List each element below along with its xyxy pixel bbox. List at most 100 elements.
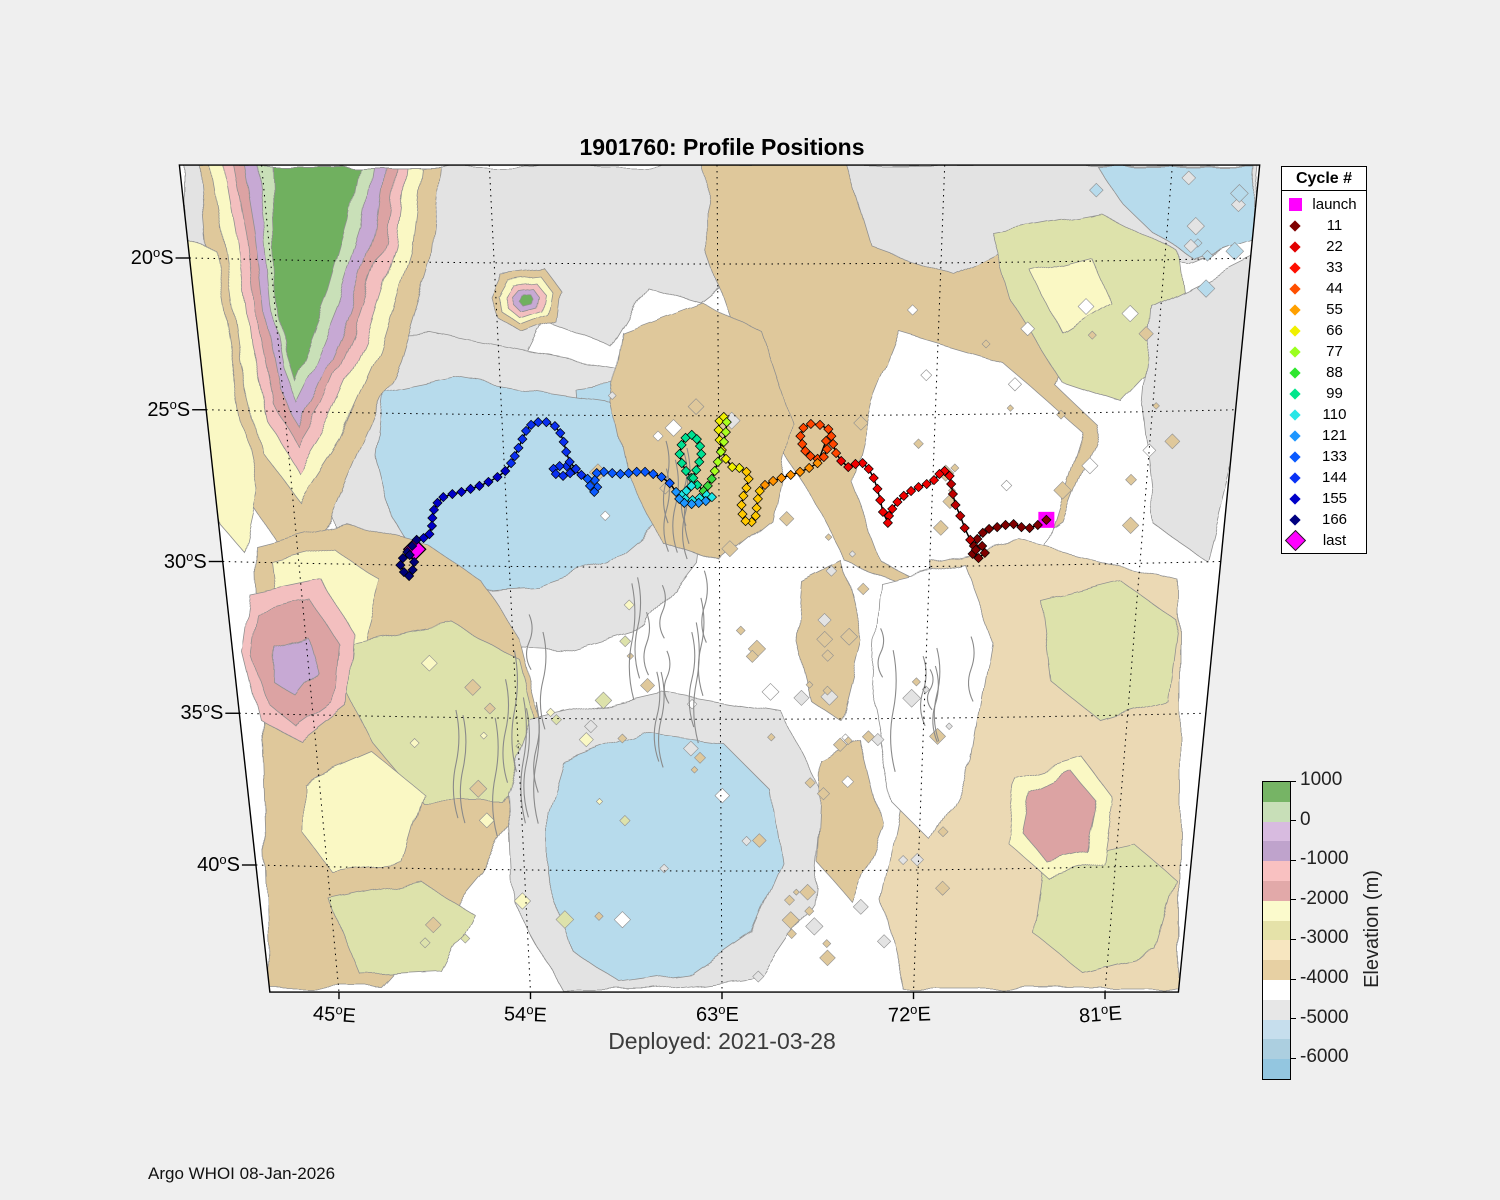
colorbar-tick <box>1290 899 1296 901</box>
float-trajectory-layer <box>395 411 1055 582</box>
parallel-gridline <box>189 257 1251 265</box>
colorbar-segment <box>1263 801 1290 822</box>
legend-item-label: 99 <box>1326 385 1343 402</box>
meridian-gridline <box>488 165 531 993</box>
colorbar-segment <box>1263 940 1290 961</box>
cycle-diamond-icon <box>1282 240 1308 253</box>
colorbar-segment <box>1263 861 1290 881</box>
colorbar-tick-label: -2000 <box>1300 887 1349 909</box>
cycle-diamond-icon <box>1282 303 1308 316</box>
legend-item: 166 <box>1282 509 1366 530</box>
legend-item: launch <box>1282 194 1366 215</box>
legend-item-label: 166 <box>1321 511 1348 528</box>
y-tick-label: 20oS <box>130 245 174 269</box>
legend-item-label: 55 <box>1326 301 1343 318</box>
legend-item-label: launch <box>1312 196 1357 213</box>
cycle-diamond-icon <box>1282 429 1308 442</box>
colorbar-tick <box>1290 1018 1296 1020</box>
legend-title: Cycle # <box>1282 167 1366 191</box>
gridline-layer <box>189 165 1251 993</box>
legend-item: 110 <box>1282 404 1366 425</box>
colorbar-segment <box>1263 920 1290 941</box>
legend-item-label: 77 <box>1326 343 1343 360</box>
y-tick-label: 40oS <box>197 852 240 876</box>
cycle-diamond-icon <box>1282 513 1308 526</box>
x-tick-label: 81oE <box>1078 1001 1123 1028</box>
colorbar-tick-label: 0 <box>1300 808 1311 830</box>
legend-rows: launch 11 22 33 44 55 66 77 88 99 110 121 133 144 155 1… <box>1282 191 1366 553</box>
colorbar-tick <box>1290 859 1296 861</box>
x-tick-label: 45oE <box>312 1002 357 1028</box>
cycle-diamond-icon <box>1282 471 1308 484</box>
colorbar-tick-label: -6000 <box>1300 1046 1349 1068</box>
meridian-gridline <box>1104 165 1173 993</box>
parallel-gridline <box>206 409 1236 417</box>
colorbar-axis-label: Elevation (m) <box>1361 870 1383 988</box>
cycle-diamond-icon <box>1282 261 1308 274</box>
colorbar-tick <box>1290 820 1296 822</box>
colorbar-segment <box>1263 782 1290 802</box>
colorbar-tick <box>1290 1057 1296 1059</box>
legend-item: 22 <box>1282 236 1366 257</box>
map-clip-group <box>179 165 1260 993</box>
legend-item: 33 <box>1282 257 1366 278</box>
legend-item: 88 <box>1282 362 1366 383</box>
legend-item: 155 <box>1282 488 1366 509</box>
legend-item-label: 133 <box>1321 448 1348 465</box>
colorbar-segment <box>1263 960 1290 980</box>
colorbar-tick <box>1290 938 1296 940</box>
meridian-gridline <box>261 165 340 993</box>
colorbar-tick-label: -1000 <box>1300 848 1349 870</box>
colorbar-segment <box>1263 999 1290 1020</box>
legend-item: 133 <box>1282 446 1366 467</box>
x-tick-label: 63oE <box>696 1002 739 1027</box>
y-tick-label: 30oS <box>163 548 207 573</box>
cycle-diamond-icon <box>1282 219 1308 232</box>
colorbar-segment <box>1263 1039 1290 1060</box>
cycle-diamond-icon <box>1282 529 1308 552</box>
cycle-diamond-icon <box>1282 324 1308 337</box>
attribution-label: Argo WHOI 08-Jan-2026 <box>148 1164 336 1183</box>
parallel-gridline <box>255 864 1191 872</box>
cycle-diamond-icon <box>1282 282 1308 295</box>
legend-item: 144 <box>1282 467 1366 488</box>
colorbar-tick <box>1290 780 1296 782</box>
parallel-gridline <box>222 561 1221 568</box>
cycle-diamond-icon <box>1282 366 1308 379</box>
legend-item-label: 88 <box>1326 364 1343 381</box>
legend-item-label: 121 <box>1321 427 1348 444</box>
colorbar-segment <box>1263 900 1290 921</box>
legend-item: 121 <box>1282 425 1366 446</box>
colorbar-segment <box>1263 1059 1290 1079</box>
page-title: 1901760: Profile Positions <box>579 134 865 160</box>
colorbar-segment <box>1263 1019 1290 1040</box>
colorbar-segment <box>1263 979 1290 1000</box>
colorbar-tick-label: 1000 <box>1300 769 1343 790</box>
colorbar-segment <box>1263 821 1290 842</box>
legend-item: 66 <box>1282 320 1366 341</box>
legend-item-label: 155 <box>1321 490 1348 507</box>
launch-square-icon <box>1282 198 1308 211</box>
x-tick-label: 72oE <box>887 1001 931 1027</box>
cycle-diamond-icon <box>1282 408 1308 421</box>
legend-item-label: 144 <box>1321 469 1348 486</box>
legend-item: 44 <box>1282 278 1366 299</box>
colorbar-tick-label: -3000 <box>1300 927 1349 949</box>
legend-item-label: last <box>1322 532 1347 549</box>
legend-item-label: 110 <box>1322 406 1347 423</box>
cycle-diamond-icon <box>1282 492 1308 505</box>
colorbar-segment <box>1263 880 1290 901</box>
colorbar-tick-label: -4000 <box>1300 967 1349 988</box>
y-tick-label: 25oS <box>147 396 191 421</box>
colorbar-segment <box>1263 841 1290 862</box>
legend-item-label: 33 <box>1326 259 1343 276</box>
cycle-diamond-icon <box>1282 450 1308 463</box>
legend-item: 99 <box>1282 383 1366 404</box>
legend-item: 55 <box>1282 299 1366 320</box>
colorbar <box>1262 781 1291 1080</box>
legend-item: 77 <box>1282 341 1366 362</box>
colorbar-tick <box>1290 978 1296 980</box>
legend-item-label: 22 <box>1326 238 1343 255</box>
